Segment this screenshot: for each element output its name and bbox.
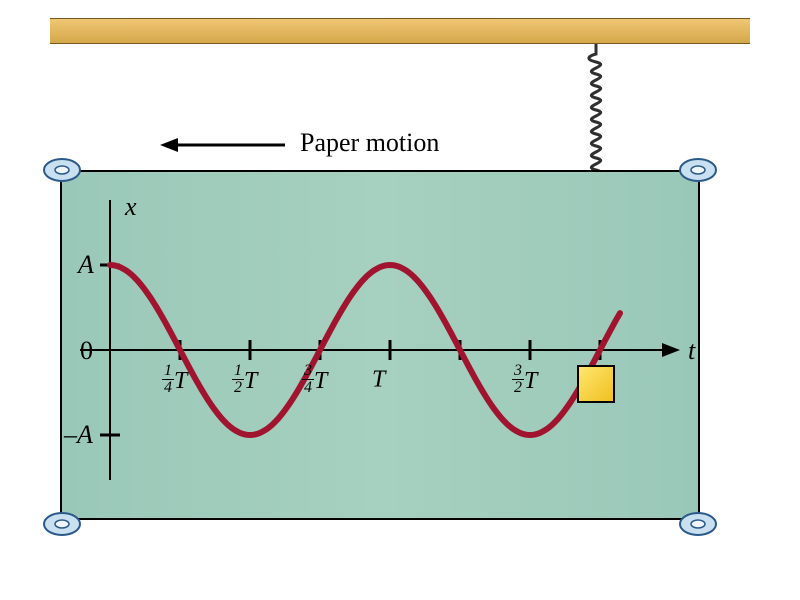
tick-label: 12T xyxy=(232,365,257,398)
amp-pos-label: A xyxy=(78,250,94,280)
tick-label: 14T xyxy=(162,365,187,398)
tick-label: T xyxy=(372,365,385,393)
mass-block xyxy=(577,365,615,403)
tick-label: 34T xyxy=(302,365,327,398)
amp-neg-label: –A xyxy=(64,420,93,450)
tick-label: 32T xyxy=(512,365,537,398)
chart-svg xyxy=(0,0,800,600)
x-axis-label: x xyxy=(125,192,137,222)
zero-label: 0 xyxy=(80,336,93,366)
t-axis-label: t xyxy=(688,336,695,366)
diagram-container: Paper motion x t A 0 –A 14T12T34TT32T xyxy=(0,0,800,600)
